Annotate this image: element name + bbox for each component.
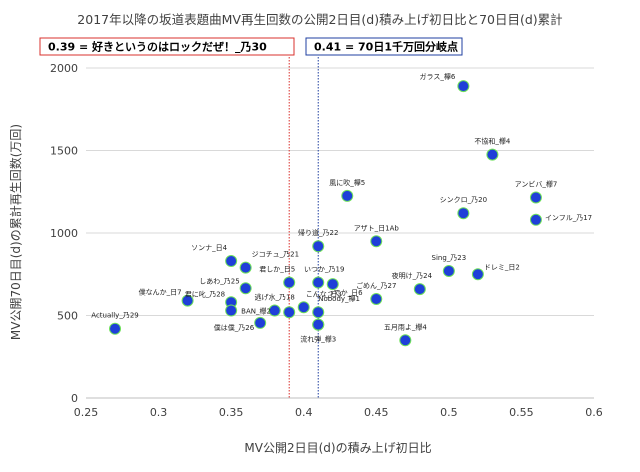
x-tick-label: 0.3 <box>150 406 168 419</box>
legend-entry: 0.41 = 70日1千万回分岐点 <box>314 40 458 54</box>
data-points: ガラス_欅6 不協和_欅4 アンビバ_欅7 インフル_乃17 風に吹_欅5 シンクロ_乃2… <box>91 72 592 347</box>
data-label: BAN_欅2 <box>241 307 271 316</box>
data-point <box>239 261 252 274</box>
legend: 0.39 = 好きというのはロックだぜ！_乃30 0.41 = 70日1千万回分岐… <box>39 37 463 56</box>
x-tick-label: 0.35 <box>219 406 244 419</box>
x-tick-label: 0.4 <box>295 406 313 419</box>
data-point <box>181 294 194 307</box>
data-label: Sing_乃23 <box>432 254 467 262</box>
data-point <box>457 207 470 220</box>
data-label: 僕なんか_日7 <box>139 288 182 297</box>
y-tick-label: 1000 <box>50 227 78 240</box>
data-point <box>312 318 325 331</box>
y-tick-label: 0 <box>71 392 78 405</box>
x-tick-label: 0.55 <box>509 406 534 419</box>
x-axis-label: MV公開2日目(d)の積み上げ初日比 <box>244 440 431 455</box>
data-point <box>268 304 281 317</box>
chart-title: 2017年以降の坂道表題曲MV再生回数の公開2日目(d)積み上げ初日比と70日目… <box>77 12 562 27</box>
data-point <box>370 293 383 305</box>
data-point <box>312 306 325 319</box>
data-label: 夜明け_乃24 <box>392 271 433 280</box>
reference-lines <box>288 54 319 398</box>
axes: 0 500 1000 1500 2000 0.25 0.3 0.35 0.4 0.45 0.5 0.5… <box>50 62 603 419</box>
data-label: シンクロ_乃20 <box>440 196 487 204</box>
data-point <box>283 276 296 289</box>
data-point <box>225 255 238 268</box>
data-point <box>312 240 325 253</box>
legend-entry: 0.39 = 好きというのはロックだぜ！_乃30 <box>48 40 267 54</box>
data-label: 逃げ水_乃18 <box>254 293 294 302</box>
y-tick-label: 1500 <box>50 145 78 158</box>
data-label: 五月雨よ_欅4 <box>384 322 427 331</box>
data-point <box>399 334 412 347</box>
x-tick-label: 0.45 <box>364 406 389 419</box>
data-label: アザト_日1Ab <box>354 224 400 232</box>
y-tick-label: 500 <box>57 310 78 323</box>
data-label: ってか_日6 <box>327 289 363 297</box>
data-point <box>529 191 542 204</box>
data-point <box>283 306 296 319</box>
data-label: しあわ_乃25 <box>199 277 239 285</box>
data-label: ソンナ_日4 <box>191 244 227 252</box>
data-label: 流れ弾_欅3 <box>300 335 336 344</box>
x-tick-label: 0.25 <box>74 406 99 419</box>
x-tick-label: 0.5 <box>440 406 458 419</box>
data-label: 君しか_日5 <box>259 266 295 274</box>
data-label: 僕は僕_乃26 <box>214 323 255 332</box>
legend-box <box>39 37 295 56</box>
data-label: Actually_乃29 <box>91 312 138 320</box>
data-point <box>239 282 252 295</box>
x-tick-label: 0.6 <box>585 406 603 419</box>
data-label: 君に叱_乃28 <box>185 289 225 298</box>
data-point <box>312 276 325 289</box>
data-point <box>370 235 383 248</box>
data-label: ガラス_欅6 <box>420 72 456 81</box>
data-point <box>413 283 426 296</box>
data-label: ドレミ_日2 <box>484 263 520 271</box>
data-point <box>254 316 267 329</box>
y-tick-label: 2000 <box>50 62 78 75</box>
gridlines <box>86 67 594 399</box>
legend-box <box>305 37 463 56</box>
data-point <box>471 268 484 281</box>
y-axis-label: MV公開70日目(d)の累計再生回数(万回) <box>8 124 23 340</box>
data-label: 帰り道_乃22 <box>298 228 338 237</box>
data-point <box>442 264 455 277</box>
data-label: アンビバ_欅7 <box>515 180 558 189</box>
data-label: 風に吹_欅5 <box>329 178 365 187</box>
data-label: 不協和_欅4 <box>474 137 510 146</box>
data-point <box>486 148 499 161</box>
data-point <box>457 80 470 93</box>
data-label: いつか_乃19 <box>304 266 344 274</box>
data-label: こんな_日3 <box>306 290 342 298</box>
data-point <box>529 213 542 226</box>
data-point <box>326 278 339 291</box>
data-point <box>341 189 354 202</box>
data-label: インフル_乃17 <box>545 214 592 222</box>
data-label: ごめん_乃27 <box>356 281 396 290</box>
data-label: ジコチュ_乃21 <box>252 251 299 259</box>
data-point <box>297 301 310 314</box>
data-point <box>225 304 238 317</box>
data-label: Nobody_欅1 <box>318 294 360 303</box>
data-point <box>109 322 122 335</box>
